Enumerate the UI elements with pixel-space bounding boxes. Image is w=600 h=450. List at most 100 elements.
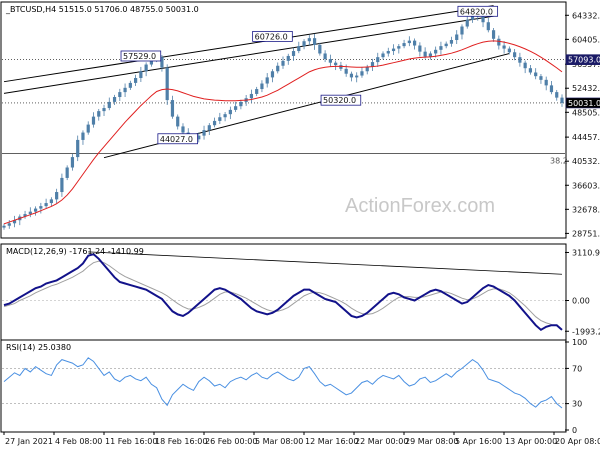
candle-body <box>55 192 59 200</box>
candle-body <box>402 43 406 47</box>
candle-body <box>91 116 96 125</box>
rsi-header: RSI(14) 25.0380 <box>6 343 71 352</box>
macd-axis-tick-label: -1993.25 <box>572 327 600 336</box>
candle-body <box>549 85 554 93</box>
candle-body <box>544 79 548 86</box>
macd-header: MACD(12,26,9) -1761.24 -1410.99 <box>6 247 144 256</box>
candle-body <box>560 97 564 103</box>
x-tick-label: 5 Mar 08:00 <box>255 437 303 446</box>
macd-axis-tick-label: 3110.96 <box>572 248 600 257</box>
price-annotation: 50320.0 <box>323 96 356 105</box>
price-trendline-1 <box>3 15 494 94</box>
candle-body <box>518 57 522 63</box>
x-tick-label: 20 Apr 08:00 <box>555 437 600 446</box>
candle-body <box>81 132 85 140</box>
candle-body <box>44 203 48 207</box>
candle-body <box>539 76 543 80</box>
candle-body <box>534 72 538 77</box>
candle-body <box>139 71 143 79</box>
rsi-frame <box>0 339 567 433</box>
price-frame <box>0 1 567 239</box>
candle-body <box>281 60 285 66</box>
candle-body <box>481 16 485 23</box>
candle-body <box>197 135 201 140</box>
price-trendline-0 <box>3 5 494 83</box>
rsi-line <box>3 357 563 409</box>
x-tick-label: 29 Mar 08:00 <box>405 437 458 446</box>
rsi-axis-tick-label: 100 <box>572 338 587 347</box>
candle-body <box>234 106 238 110</box>
candle-body <box>455 34 459 41</box>
candle-body <box>112 97 117 102</box>
price-tag-prev: 57093.0 <box>568 56 600 65</box>
candle-body <box>276 65 280 72</box>
candle-body <box>2 225 6 228</box>
candle-body <box>270 71 275 78</box>
price-axis-tick-label: 40532.00 <box>572 157 600 166</box>
candle-body <box>302 41 306 47</box>
candle-body <box>528 68 533 73</box>
candle-body <box>407 40 411 44</box>
candle-body <box>460 26 464 35</box>
candle-body <box>107 101 111 109</box>
candle-body <box>312 38 317 45</box>
candle-body <box>160 57 164 68</box>
candle-body <box>328 59 332 63</box>
candle-body <box>370 62 375 67</box>
price-axis-tick-label: 28751.96 <box>572 229 600 238</box>
candle-body <box>376 57 380 63</box>
candle-body <box>223 114 227 118</box>
candle-body <box>12 220 17 224</box>
x-tick-label: 12 Mar 16:00 <box>305 437 358 446</box>
candle-body <box>386 51 390 54</box>
candle-body <box>23 214 27 217</box>
price-axis-tick-label: 32678.00 <box>572 205 600 214</box>
price-axis-tick-label: 52432.00 <box>572 84 600 93</box>
moving-average-line <box>3 40 563 225</box>
price-annotation: 44027.0 <box>160 135 193 144</box>
price-annotation-box <box>120 50 162 62</box>
candle-body <box>334 62 338 66</box>
candle-body <box>65 167 69 178</box>
candle-body <box>360 71 364 76</box>
candle-body <box>260 83 264 90</box>
price-annotation: 60726.0 <box>255 32 288 41</box>
candle-body <box>86 124 90 133</box>
candle-body <box>339 65 343 69</box>
candle-body <box>349 73 354 78</box>
candle-body <box>239 101 243 107</box>
candle-body <box>176 116 180 127</box>
x-tick-label: 18 Feb 16:00 <box>155 437 207 446</box>
candle-body <box>307 38 311 42</box>
price-tag-last-box <box>565 97 600 109</box>
candle-body <box>134 78 138 83</box>
candle-body <box>144 64 148 72</box>
candle-body <box>507 48 511 53</box>
candle-body <box>344 68 348 74</box>
candle-body <box>249 93 254 99</box>
candle-body <box>523 62 527 69</box>
candle-body <box>49 199 53 204</box>
price-annotation-box <box>457 5 499 17</box>
price-axis-tick-label: 64332.00 <box>572 11 600 20</box>
candle-body <box>118 92 122 98</box>
candle-body <box>212 120 217 126</box>
macd-axis-tick-label: 0.00 <box>572 296 590 305</box>
candle-body <box>439 46 443 50</box>
candle-body <box>491 30 496 39</box>
candle-body <box>297 46 301 52</box>
candle-body <box>486 22 490 31</box>
price-axis-tick-label: 48505.00 <box>572 108 600 117</box>
price-annotation-box <box>157 133 198 145</box>
candle-body <box>207 125 211 131</box>
candle-body <box>323 53 327 60</box>
candle-body <box>39 206 43 209</box>
candle-body <box>97 111 101 117</box>
macd-signal-line <box>3 260 552 325</box>
candle-body <box>381 53 385 58</box>
x-tick-label: 26 Feb 00:00 <box>205 437 257 446</box>
candle-body <box>418 45 422 52</box>
watermark: ActionForex.com <box>345 195 495 217</box>
